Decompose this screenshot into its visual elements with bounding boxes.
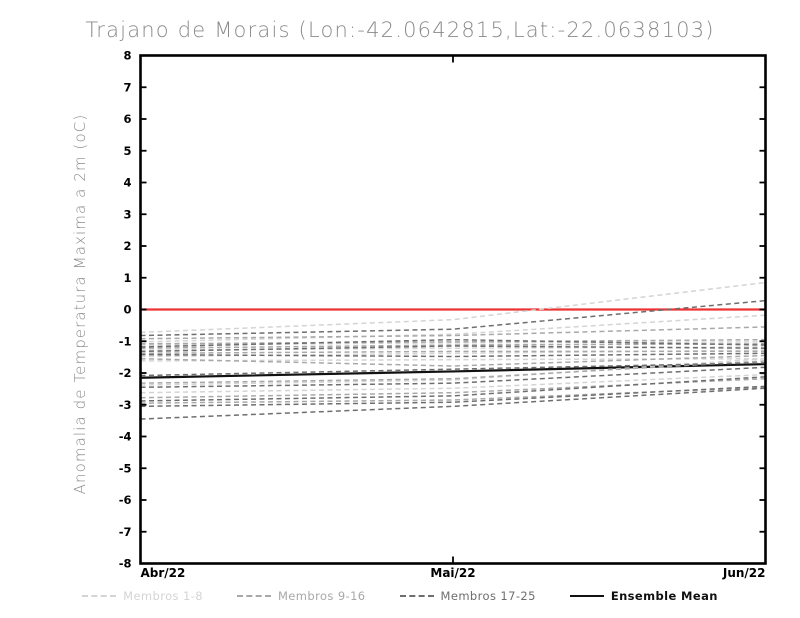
x-tick-label: Abr/22: [141, 566, 186, 580]
y-tick-label: -3: [119, 398, 132, 412]
series-member-line: [140, 350, 766, 355]
series-member-line: [140, 326, 766, 340]
legend-line-swatch: [82, 595, 117, 597]
legend-line-swatch: [569, 595, 604, 597]
series-member-line: [140, 343, 766, 349]
y-tick-label: 4: [123, 176, 131, 190]
series-member-line: [140, 376, 766, 402]
y-tick-label: 0: [123, 303, 131, 317]
legend-line-swatch: [236, 595, 271, 597]
legend-item[interactable]: Ensemble Mean: [569, 589, 718, 603]
page-title: Trajano de Morais (Lon:-42.0642815,Lat:-…: [85, 18, 715, 42]
y-tick-label: 3: [123, 207, 131, 221]
series-member-line: [140, 385, 766, 408]
legend-label: Membros 1-8: [123, 589, 203, 603]
series-member-line: [140, 387, 766, 420]
x-tick-label: Mai/22: [430, 566, 475, 580]
x-tick-label: Jun/22: [722, 566, 766, 580]
y-tick-label: 1: [123, 271, 131, 285]
series-member-line: [140, 357, 766, 386]
series-member-line: [140, 281, 766, 334]
y-tick-label: 7: [123, 80, 131, 94]
legend-line-swatch: [399, 595, 434, 597]
legend-label: Membros 17-25: [440, 589, 536, 603]
chart-legend: Membros 1-8 Membros 9-16 Membros 17-25 Ense…: [0, 586, 800, 606]
series-member-line: [140, 386, 766, 404]
legend-item[interactable]: Membros 1-8: [82, 589, 203, 603]
legend-label: Ensemble Mean: [610, 589, 718, 603]
y-tick-label: -1: [119, 334, 132, 348]
legend-item[interactable]: Membros 9-16: [236, 589, 366, 603]
series-member-line: [140, 366, 766, 389]
series-member-line: [140, 314, 766, 343]
series-member-line: [140, 352, 766, 358]
y-tick-label: 2: [123, 239, 131, 253]
y-tick-label: -2: [119, 366, 132, 380]
series-member-line: [140, 299, 766, 337]
y-tick-label: 6: [123, 112, 131, 126]
series-member-line: [140, 354, 766, 367]
series-member-line: [140, 338, 766, 348]
y-tick-label: 5: [123, 144, 131, 158]
series-member-line: [140, 338, 766, 345]
series-member-line: [140, 345, 766, 353]
legend-label: Membros 9-16: [277, 589, 366, 603]
legend-item[interactable]: Membros 17-25: [399, 589, 536, 603]
y-tick-label: -8: [119, 557, 132, 571]
series-member-line: [140, 360, 766, 384]
y-tick-label: 8: [123, 49, 131, 63]
y-tick-label: -5: [119, 461, 132, 475]
y-tick-label: -4: [119, 430, 132, 444]
series-member-line: [140, 373, 766, 394]
y-tick-label: -6: [119, 493, 132, 507]
series-member-line: [140, 362, 766, 377]
y-tick-label: -7: [119, 525, 132, 539]
